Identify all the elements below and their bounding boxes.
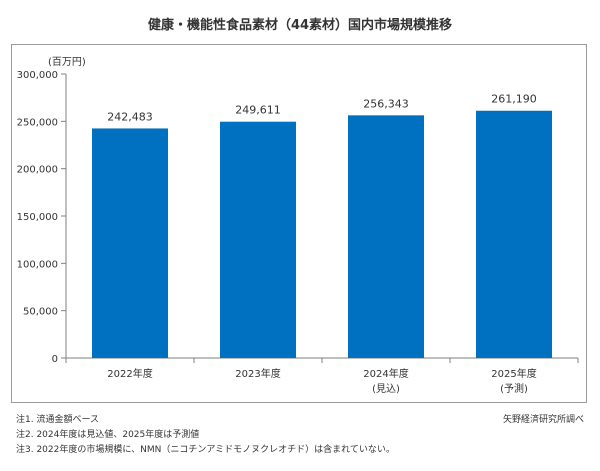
y-tick-label: 150,000 xyxy=(17,212,58,223)
x-category-label: 2025年度 xyxy=(491,367,536,380)
chart-frame: (百万円) 0 50,000 100,000 150,000 200,000 250,000… xyxy=(11,44,587,403)
bar xyxy=(476,110,552,358)
data-label: 242,483 xyxy=(107,110,153,123)
y-tick-label: 0 xyxy=(52,354,58,365)
data-label: 256,343 xyxy=(363,97,409,110)
data-label: 261,190 xyxy=(491,93,537,106)
bar xyxy=(220,121,296,358)
note-2: 注2. 2024年度は見込値、2025年度は予測値 xyxy=(16,430,200,440)
bar xyxy=(348,115,424,358)
data-label: 249,611 xyxy=(235,104,281,117)
label-group: (百万円) 0 50,000 100,000 150,000 200,000 250,000… xyxy=(17,56,537,395)
x-category-label: 2023年度 xyxy=(235,367,280,380)
chart-title: 健康・機能性食品素材（44素材）国内市場規模推移 xyxy=(147,18,453,33)
y-tick-label: 300,000 xyxy=(17,70,58,81)
source-credit: 矢野経済研究所調べ xyxy=(502,415,584,425)
y-tick-label: 250,000 xyxy=(17,117,58,128)
y-axis-unit-label: (百万円) xyxy=(48,56,86,68)
x-category-sublabel: (予測) xyxy=(500,382,528,395)
y-tick-label: 50,000 xyxy=(23,307,58,318)
x-category-label: 2024年度 xyxy=(363,367,408,380)
x-category-sublabel: (見込) xyxy=(372,383,400,395)
note-1: 注1. 流通金額ベース xyxy=(16,415,99,425)
x-category-label: 2022年度 xyxy=(107,367,152,380)
y-tick-label: 100,000 xyxy=(17,259,58,270)
bar xyxy=(92,128,168,358)
note-3: 注3. 2022年度の市場規模に、NMN（ニコチンアミドモノヌクレオチド）は含ま… xyxy=(16,445,395,455)
y-tick-label: 200,000 xyxy=(17,165,58,176)
bar-group xyxy=(92,110,552,358)
bar-chart: (百万円) 0 50,000 100,000 150,000 200,000 250,000… xyxy=(17,56,579,395)
